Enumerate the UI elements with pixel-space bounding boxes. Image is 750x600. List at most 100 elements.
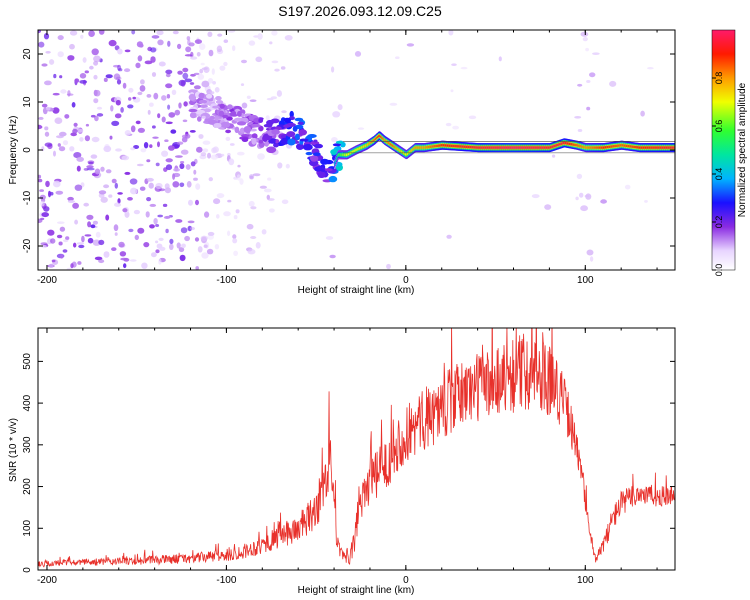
track-blob — [219, 103, 225, 109]
track-blob — [287, 138, 296, 146]
ridge-cell — [465, 145, 468, 149]
ridge-cell — [406, 153, 408, 156]
noise-speck — [122, 208, 128, 213]
noise-speck — [161, 116, 166, 123]
noise-speck — [269, 208, 275, 213]
ridge-cell — [534, 146, 536, 149]
ridge-cell — [399, 149, 401, 152]
ridge-cell — [630, 145, 632, 148]
ridge-cell — [555, 144, 557, 147]
noise-speck — [165, 228, 169, 234]
track-blob — [241, 134, 250, 138]
noise-speck — [199, 68, 204, 74]
ridge-cell — [480, 146, 483, 149]
noise-speck — [84, 135, 90, 142]
ridge-cell — [495, 146, 497, 149]
noise-speck — [211, 68, 215, 75]
noise-speck — [460, 66, 468, 70]
ridge-cell — [575, 143, 577, 147]
snr-frame — [37, 327, 676, 571]
noise-speck — [92, 220, 98, 225]
noise-speck — [153, 92, 159, 100]
ridge-cell — [404, 152, 406, 155]
ridge-cell — [362, 145, 364, 149]
ridge-cell — [461, 145, 463, 148]
ridge-cell — [357, 147, 359, 151]
noise-speck — [122, 82, 127, 89]
ridge-cell — [547, 146, 549, 149]
colorbar-tick-label: 0.6 — [714, 120, 724, 133]
noise-speck — [584, 194, 590, 198]
noise-speck — [132, 96, 136, 100]
noise-speck — [589, 72, 596, 78]
noise-speck — [58, 241, 63, 246]
spectrogram-y-axis: -20 -10 0 10 20 — [22, 48, 675, 253]
ridge-cell — [574, 143, 576, 147]
ridge-cell — [470, 145, 472, 149]
noise-speck — [202, 140, 211, 145]
noise-speck — [115, 148, 122, 152]
noise-speck — [70, 132, 77, 137]
ridge-cell — [589, 146, 591, 149]
noise-speck — [158, 237, 164, 241]
ridge-cell — [644, 146, 646, 149]
noise-speck — [79, 73, 87, 79]
noise-speck — [190, 56, 198, 60]
ridge-cell — [488, 146, 490, 149]
ridge-cell — [437, 144, 439, 148]
ridge-cell — [600, 146, 603, 149]
y-tick-label: 300 — [22, 436, 33, 453]
x-tick-label: -200 — [37, 275, 57, 286]
ridge-cell — [523, 146, 525, 149]
colorbar: 0.0 0.2 0.4 0.6 0.8 Normalized spectral ampl… — [711, 29, 748, 276]
noise-speck — [136, 41, 143, 48]
ridge-cell — [635, 145, 637, 149]
ridge-cell — [534, 146, 536, 149]
noise-speck — [67, 90, 71, 97]
track-blob — [197, 116, 202, 122]
ridge-cell — [568, 142, 570, 145]
noise-speck — [263, 188, 272, 193]
ridge-cell — [625, 144, 627, 147]
track-blob — [218, 110, 225, 117]
ridge-cell — [648, 146, 651, 149]
noise-speck — [239, 178, 244, 185]
noise-speck — [98, 30, 105, 35]
noise-speck — [83, 168, 89, 171]
ridge-cell — [530, 146, 532, 149]
ridge-cell — [464, 145, 466, 148]
noise-speck — [40, 201, 45, 207]
noise-speck — [88, 30, 95, 37]
ridge-cell — [441, 144, 443, 147]
noise-speck — [193, 169, 197, 175]
ridge-cell — [503, 146, 505, 149]
noise-speck — [259, 185, 267, 189]
noise-speck — [575, 196, 579, 201]
noise-speck — [184, 235, 191, 242]
noise-speck — [169, 238, 174, 245]
noise-speck — [193, 85, 201, 90]
noise-speck — [57, 51, 64, 58]
y-tick-label: 200 — [22, 478, 33, 495]
ridge-cell — [671, 146, 674, 149]
noise-speck — [200, 62, 205, 66]
ridge-cell — [603, 146, 605, 149]
ridge-cell — [539, 146, 541, 149]
ridge-cell — [334, 163, 336, 166]
noise-speck — [164, 183, 170, 190]
ridge-cell — [387, 141, 390, 144]
ridge-cell — [629, 145, 632, 148]
ridge-cell — [548, 146, 550, 149]
y-tick-label: 400 — [22, 394, 33, 411]
noise-speck — [105, 169, 112, 174]
noise-speck — [127, 197, 133, 201]
noise-speck — [208, 177, 213, 182]
noise-speck — [580, 205, 588, 212]
ridge-cell — [384, 139, 386, 142]
ridge-cell — [520, 146, 522, 149]
track-blob — [309, 155, 319, 162]
noise-speck — [216, 214, 220, 219]
ridge-cell — [501, 146, 504, 149]
noise-speck — [69, 30, 78, 36]
noise-speck — [105, 74, 113, 79]
